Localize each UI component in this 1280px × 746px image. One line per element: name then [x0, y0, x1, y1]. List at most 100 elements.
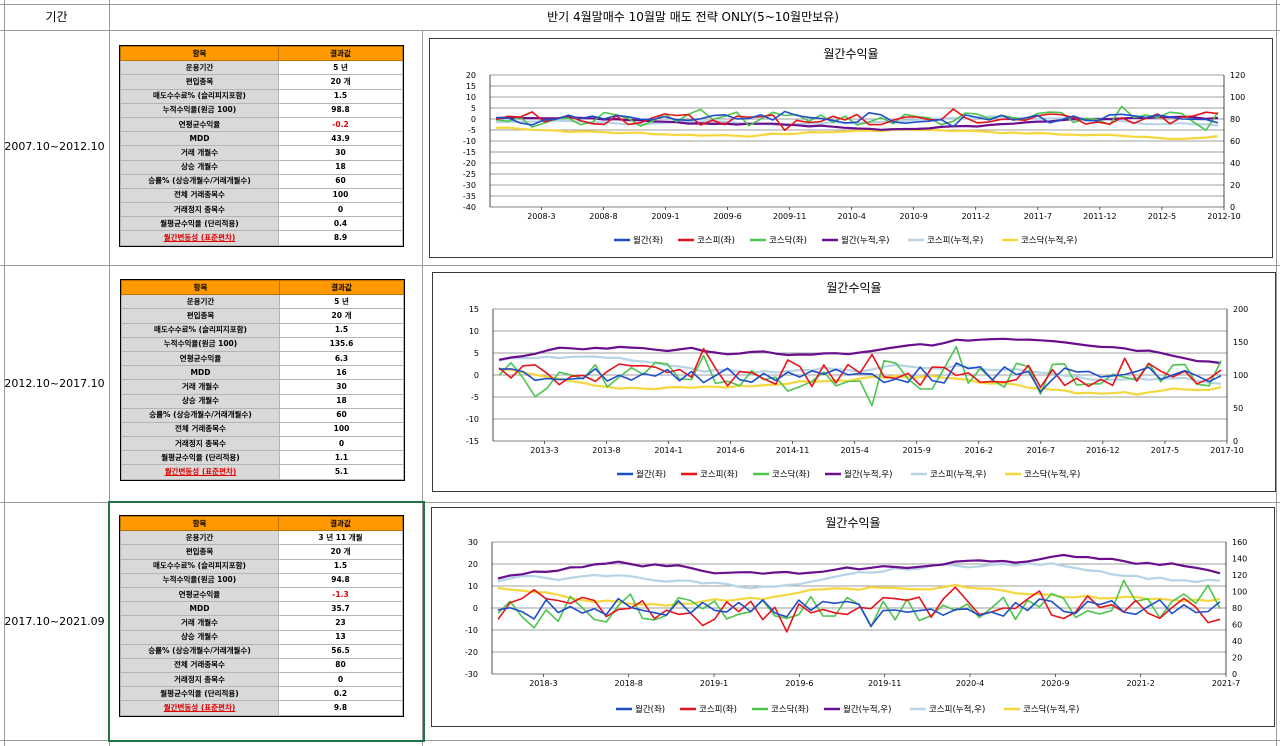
- summary-label: 거래정지 종목수: [120, 672, 279, 688]
- summary-label: 거래정지 종목수: [121, 436, 280, 452]
- summary-value: 30: [278, 145, 403, 161]
- summary-header-row: 항목 결과값: [121, 279, 404, 296]
- summary-row: 월평균수익율 (단리적용) 0.4: [120, 216, 403, 232]
- summary-value: 13: [278, 629, 403, 645]
- summary-label: 월평균수익율 (단리적용): [120, 216, 279, 232]
- grid-line: [0, 30, 1280, 31]
- right-axis-tick-label: 200: [1233, 305, 1248, 314]
- summary-header-item: 항목: [120, 515, 279, 532]
- legend-label: 월간(좌): [633, 235, 663, 246]
- x-axis-tick-label: 2017-10: [1210, 446, 1243, 455]
- grid-line: [0, 4, 1280, 5]
- monthly-return-chart[interactable]: 월간수익율 15 10 5 0 -5 -10 -15 200 150 100 50 0 2013-3 201…: [432, 272, 1276, 492]
- legend-item: 코스피(좌): [681, 470, 738, 480]
- monthly-return-chart[interactable]: 월간수익율 20 15 10 5 0 -5 -10 -15 -20 -25 -30 -35 -40 120 1…: [429, 38, 1273, 258]
- legend-item: 코스닥(누적,우): [1005, 469, 1080, 480]
- chart-series-line: [498, 345, 1222, 407]
- summary-label: 거래정지 종목수: [120, 202, 279, 218]
- summary-row: 누적수익율(원금 100) 135.6: [121, 336, 404, 352]
- summary-value: 0.2: [278, 686, 403, 702]
- summary-row: 상승 개월수 18: [121, 393, 404, 409]
- x-axis-tick-label: 2011-2: [962, 212, 990, 221]
- summary-header-value: 결과값: [278, 45, 403, 62]
- summary-value: 20 개: [278, 74, 403, 90]
- legend-label: 코스피(좌): [697, 236, 735, 246]
- summary-label: 전체 거래종목수: [120, 187, 279, 204]
- legend-label: 코스피(누적,우): [930, 469, 986, 480]
- summary-label: 월간변동성 (표준편차): [120, 700, 279, 716]
- chart-series-line: [497, 553, 1221, 580]
- summary-label: 운용기간: [120, 530, 279, 546]
- x-axis-tick-label: 2010-4: [837, 212, 865, 221]
- x-axis-tick-label: 2021-7: [1212, 679, 1240, 688]
- summary-header-row: 항목 결과값: [120, 45, 403, 62]
- period-column-header[interactable]: 기간: [45, 10, 68, 24]
- x-axis-tick-label: 2009-1: [651, 212, 679, 221]
- right-axis-tick-label: 60: [1232, 621, 1242, 630]
- summary-value: -0.2: [278, 116, 403, 133]
- summary-row: 거래 개월수 30: [120, 145, 403, 161]
- summary-value: 30: [279, 379, 404, 395]
- summary-label: 월평균수익율 (단리적용): [120, 686, 279, 702]
- period-cell[interactable]: 2012.10~2017.10: [4, 377, 105, 390]
- chart-title: 월간수익율: [826, 281, 881, 295]
- x-axis-tick-label: 2020-9: [1041, 679, 1069, 688]
- summary-value: 0: [278, 672, 403, 688]
- strategy-title[interactable]: 반기 4월말매수 10월말 매도 전략 ONLY(5~10월만보유): [547, 10, 839, 24]
- summary-row: 거래 개월수 30: [121, 379, 404, 395]
- legend-label: 코스닥(좌): [769, 235, 807, 246]
- chart-title: 월간수익율: [823, 47, 878, 61]
- x-axis-tick-label: 2019-1: [700, 679, 728, 688]
- legend-item: 코스피(누적,우): [911, 469, 986, 480]
- summary-label: 전체 거래종목수: [121, 421, 280, 438]
- summary-value: 5.1: [279, 464, 404, 480]
- legend-label: 코스닥(누적,우): [1024, 469, 1080, 480]
- grid-line: [0, 265, 1280, 266]
- monthly-return-chart[interactable]: 월간수익율 30 20 10 0 -10 -20 -30 160 140 120 100 80 60 40 2…: [431, 507, 1275, 727]
- left-axis-tick-label: 0: [471, 115, 476, 124]
- left-axis-tick-label: 15: [469, 305, 479, 314]
- summary-label: 승률% (상승개월수/거래개월수): [121, 407, 280, 423]
- right-axis-tick-label: 0: [1230, 203, 1235, 212]
- legend-item: 월간(좌): [614, 235, 663, 246]
- left-axis-tick-label: -20: [463, 159, 476, 168]
- summary-value: 60: [279, 407, 404, 423]
- summary-label: 월평균수익율 (단리적용): [121, 450, 280, 466]
- x-axis-tick-label: 2011-12: [1083, 212, 1116, 221]
- legend-label: 코스피(좌): [699, 705, 737, 715]
- x-axis-tick-label: 2009-6: [713, 212, 741, 221]
- summary-table: 항목 결과값 운용기간 5 년 편입종목 20 개 매도수수료% (슬리피지포함) 1.5 누적…: [120, 279, 405, 481]
- legend-label: 코스피(좌): [700, 470, 738, 480]
- left-axis-tick-label: -5: [468, 126, 476, 135]
- summary-value: 9.8: [278, 700, 403, 716]
- summary-row: 상승 개월수 13: [120, 629, 403, 645]
- x-axis-tick-label: 2021-2: [1127, 679, 1155, 688]
- summary-value: 0: [278, 202, 403, 218]
- right-axis-tick-label: 100: [1230, 93, 1245, 102]
- period-cell[interactable]: 2017.10~2021.09: [4, 615, 105, 628]
- summary-value: 56.5: [278, 643, 403, 659]
- summary-row: 월평균수익율 (단리적용) 0.2: [120, 686, 403, 702]
- summary-value: 1.5: [278, 558, 403, 574]
- right-axis-tick-label: 150: [1233, 338, 1248, 347]
- summary-value: 18: [278, 159, 403, 175]
- summary-row: 매도수수료% (슬리피지포함) 1.5: [120, 88, 403, 104]
- summary-row: 편입종목 20 개: [120, 74, 403, 90]
- summary-row: 월간변동성 (표준편차) 5.1: [121, 464, 404, 480]
- left-axis-tick-label: -10: [463, 137, 476, 146]
- summary-label: 편입종목: [121, 308, 280, 324]
- summary-label: 승률% (상승개월수/거래개월수): [120, 643, 279, 659]
- summary-label: 전체 거래종목수: [120, 657, 279, 674]
- summary-label: 운용기간: [121, 294, 280, 310]
- summary-row: 월간변동성 (표준편차) 9.8: [120, 700, 403, 716]
- summary-label: 누적수익율(원금 100): [120, 102, 279, 118]
- summary-value: 135.6: [279, 336, 404, 352]
- right-axis-tick-label: 140: [1232, 555, 1247, 564]
- summary-label: 거래 개월수: [121, 379, 280, 395]
- period-cell[interactable]: 2007.10~2012.10: [4, 140, 105, 153]
- summary-header-value: 결과값: [279, 279, 404, 296]
- summary-row: 매도수수료% (슬리피지포함) 1.5: [121, 322, 404, 338]
- summary-value: 16: [279, 365, 404, 381]
